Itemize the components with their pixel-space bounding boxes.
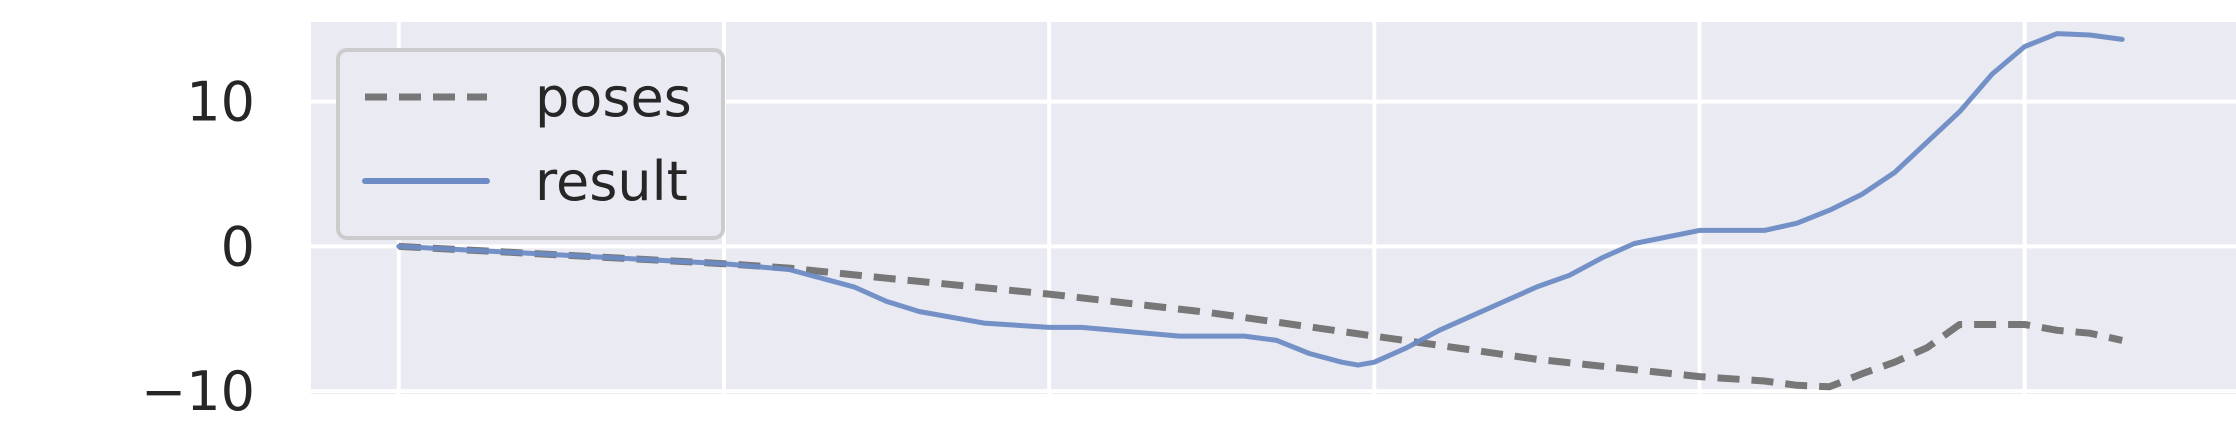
- legend-label-result: result: [535, 150, 688, 213]
- legend: poses result: [336, 48, 725, 240]
- series-lines: [396, 31, 2125, 391]
- y-tick-label: −10: [141, 360, 255, 423]
- legend-label-poses: poses: [535, 66, 692, 129]
- series-line-poses: [398, 242, 2123, 391]
- y-tick-labels: 10 0 −10: [141, 71, 255, 423]
- series-line-result: [396, 31, 2125, 368]
- y-tick-label: 0: [221, 215, 255, 278]
- y-tick-label: 10: [186, 71, 255, 134]
